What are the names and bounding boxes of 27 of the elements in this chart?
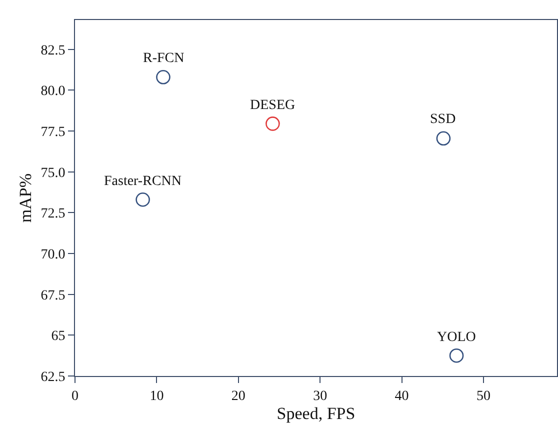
x-tick-label: 10 bbox=[150, 388, 164, 404]
annotation: Faster-RCNN bbox=[104, 174, 182, 189]
y-tick-label: 65 bbox=[51, 329, 66, 344]
y-tick-label: 80.0 bbox=[40, 84, 66, 100]
point bbox=[449, 348, 464, 363]
y-tick-label: 75.0 bbox=[40, 166, 66, 181]
x-tick-label: 40 bbox=[394, 388, 409, 404]
y-tick-label: 67.5 bbox=[40, 288, 66, 304]
x-axis-title: Speed, FPS bbox=[276, 404, 356, 423]
annotation: YOLO bbox=[437, 330, 476, 345]
point bbox=[136, 192, 150, 207]
x-tick-label: 20 bbox=[231, 388, 246, 404]
y-tick-label: 77.5 bbox=[40, 124, 66, 140]
y-tick-label: 62.5 bbox=[40, 370, 66, 385]
point bbox=[266, 116, 280, 131]
y-tick-label: 70.0 bbox=[40, 247, 66, 262]
y-axis-title: mAP% bbox=[16, 173, 35, 223]
annotation: SSD bbox=[430, 112, 456, 127]
point bbox=[156, 70, 170, 84]
y-tick-label: 72.5 bbox=[40, 206, 66, 222]
point bbox=[436, 131, 451, 146]
annotation: R-FCN bbox=[143, 51, 184, 66]
y-tick-label: 82.5 bbox=[40, 43, 66, 58]
annotation: DESEG bbox=[250, 98, 296, 113]
x-tick-label: 30 bbox=[313, 388, 328, 404]
x-tick-label: 0 bbox=[72, 388, 78, 404]
x-tick-label: 50 bbox=[476, 388, 490, 404]
